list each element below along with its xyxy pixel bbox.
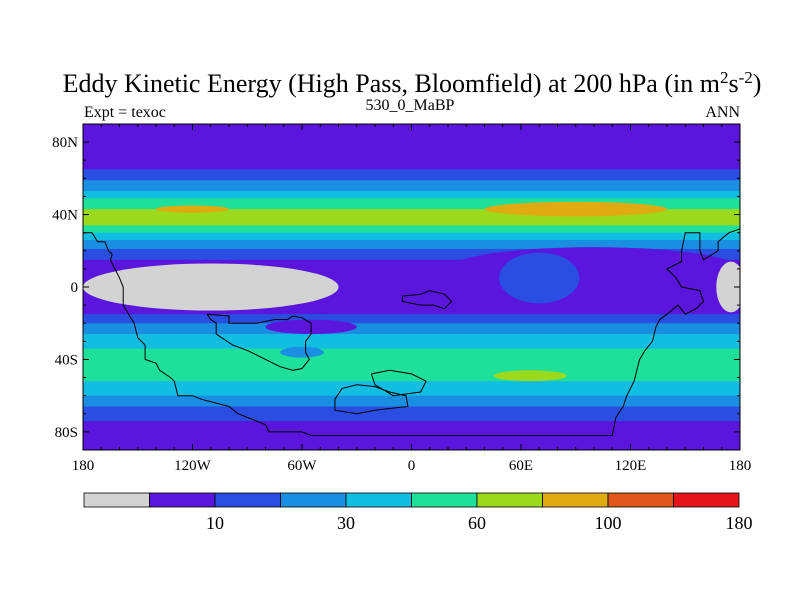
band-2	[83, 169, 740, 181]
x-tick-label-4: 60E	[509, 458, 533, 474]
y-axis: 80N 40N 0 40S 80S	[52, 135, 740, 441]
region-3	[499, 252, 580, 304]
region-4	[83, 263, 339, 311]
band-8	[83, 232, 740, 241]
colorbar-label-7: 100	[595, 513, 622, 533]
x-tick-label-0: 180	[72, 458, 95, 474]
coastline-3	[334, 384, 409, 415]
colorbar	[83, 492, 740, 508]
region-2	[448, 247, 740, 291]
band-3	[83, 180, 740, 192]
region-0	[156, 205, 229, 213]
experiment-label: Expt = texoc	[84, 104, 166, 121]
coastline-1	[206, 313, 312, 371]
coastline-0	[83, 228, 740, 436]
x-axis: 180 120W 60W 0 60E 120E 180	[72, 124, 752, 474]
band-5	[83, 198, 740, 210]
band-10	[83, 248, 740, 261]
region-1	[484, 201, 667, 217]
region-7	[280, 346, 324, 358]
contour-map	[83, 124, 740, 450]
season-label: ANN	[705, 104, 740, 121]
region-5	[716, 261, 740, 313]
colorbar-box-2	[214, 492, 281, 508]
band-4	[83, 191, 740, 199]
colorbar-box-3	[280, 492, 347, 508]
chart-title: Eddy Kinetic Energy (High Pass, Bloomfie…	[63, 68, 762, 98]
band-1	[83, 142, 740, 170]
colorbar-box-1	[149, 492, 216, 508]
y-tick-label-1: 40N	[52, 208, 78, 224]
y-tick-label-4: 80S	[55, 425, 78, 441]
x-tick-label-6: 180	[729, 458, 752, 474]
region-8	[493, 370, 567, 382]
colorbar-label-1: 10	[206, 513, 224, 533]
band-9	[83, 239, 740, 250]
colorbar-box-6	[476, 492, 543, 508]
y-tick-label-3: 40S	[55, 352, 78, 368]
coastline-4	[370, 369, 427, 397]
colorbar-box-5	[411, 492, 478, 508]
band-13	[83, 323, 740, 335]
y-tick-label-0: 80N	[52, 135, 78, 151]
coastline-2	[401, 290, 453, 310]
band-15	[83, 348, 740, 382]
band-7	[83, 225, 740, 234]
colorbar-box-9	[673, 492, 740, 508]
colorbar-box-7	[542, 492, 609, 508]
continent-outlines	[83, 228, 740, 436]
y-tick-label-2: 0	[71, 280, 79, 296]
colorbar-labels: 10 30 60 100 180	[206, 513, 753, 533]
colorbar-label-5: 60	[468, 513, 486, 533]
colorbar-box-4	[345, 492, 412, 508]
contour-regions	[83, 201, 740, 382]
colorbar-label-9: 180	[726, 513, 753, 533]
band-17	[83, 395, 740, 408]
colorbar-box-8	[607, 492, 674, 508]
x-tick-label-5: 120E	[615, 458, 647, 474]
x-tick-label-3: 0	[408, 458, 416, 474]
colorbar-box-0	[83, 492, 150, 508]
band-14	[83, 334, 740, 350]
band-16	[83, 381, 740, 397]
band-12	[83, 314, 740, 324]
colorbar-label-3: 30	[337, 513, 355, 533]
band-0	[83, 124, 740, 143]
band-18	[83, 406, 740, 422]
case-label: 530_0_MaBP	[366, 97, 455, 114]
x-tick-label-2: 60W	[287, 458, 317, 474]
x-tick-label-1: 120W	[174, 458, 212, 474]
